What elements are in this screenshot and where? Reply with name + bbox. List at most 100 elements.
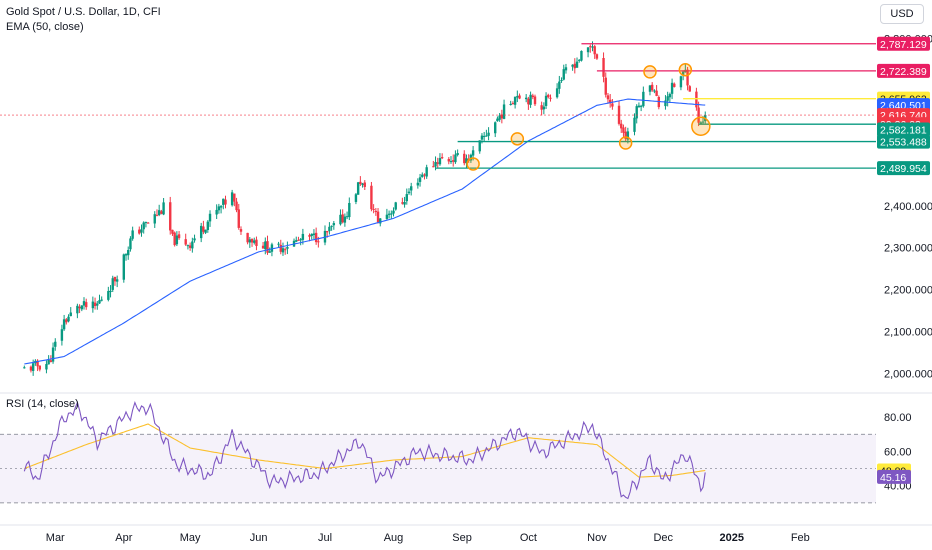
candle[interactable] <box>496 118 499 122</box>
candle[interactable] <box>310 233 313 236</box>
candle[interactable] <box>93 302 97 306</box>
candle[interactable] <box>558 81 561 89</box>
candle[interactable] <box>560 80 563 82</box>
candle[interactable] <box>85 302 88 308</box>
candle[interactable] <box>339 214 342 225</box>
candle[interactable] <box>171 229 174 234</box>
candle[interactable] <box>416 182 420 186</box>
candle[interactable] <box>436 162 439 164</box>
candle[interactable] <box>312 233 316 236</box>
candle[interactable] <box>511 103 515 105</box>
candle[interactable] <box>127 250 130 256</box>
candle[interactable] <box>65 319 68 323</box>
candle[interactable] <box>637 105 641 108</box>
candle[interactable] <box>144 222 148 224</box>
candle[interactable] <box>620 123 623 129</box>
candle[interactable] <box>410 186 413 191</box>
candle[interactable] <box>626 131 630 140</box>
candle[interactable] <box>230 192 234 206</box>
candle[interactable] <box>571 64 574 67</box>
candle[interactable] <box>655 90 658 97</box>
candle[interactable] <box>562 69 565 80</box>
candle[interactable] <box>115 279 119 282</box>
candle[interactable] <box>611 103 614 107</box>
candle[interactable] <box>648 85 652 92</box>
candle[interactable] <box>686 69 689 86</box>
candle[interactable] <box>248 239 252 243</box>
candle[interactable] <box>96 303 99 306</box>
candle[interactable] <box>586 47 590 53</box>
candle[interactable] <box>122 254 126 280</box>
candle[interactable] <box>36 360 39 367</box>
candle[interactable] <box>502 104 506 119</box>
candle[interactable] <box>549 97 552 99</box>
candle[interactable] <box>635 106 638 119</box>
candle[interactable] <box>54 341 57 347</box>
candle[interactable] <box>239 229 243 232</box>
candle[interactable] <box>452 160 455 162</box>
candle[interactable] <box>494 122 497 134</box>
candle[interactable] <box>330 225 333 227</box>
candle[interactable] <box>204 229 207 233</box>
candle[interactable] <box>407 191 411 194</box>
candle[interactable] <box>78 306 81 309</box>
candle[interactable] <box>390 213 393 215</box>
candle[interactable] <box>297 239 300 241</box>
candle[interactable] <box>392 210 395 214</box>
candle[interactable] <box>524 97 528 100</box>
candle[interactable] <box>633 117 636 132</box>
candle[interactable] <box>80 305 83 310</box>
candle[interactable] <box>325 231 329 233</box>
candle[interactable] <box>264 241 267 250</box>
candle[interactable] <box>370 185 373 210</box>
candle[interactable] <box>606 95 610 100</box>
candle[interactable] <box>518 95 521 99</box>
candle[interactable] <box>602 57 605 77</box>
candle[interactable] <box>387 213 391 215</box>
candle[interactable] <box>527 98 530 105</box>
candle[interactable] <box>529 94 532 105</box>
candle[interactable] <box>363 182 366 187</box>
candle[interactable] <box>547 94 550 98</box>
candle[interactable] <box>668 94 672 98</box>
candle[interactable] <box>465 158 468 164</box>
candle[interactable] <box>193 238 196 241</box>
candle[interactable] <box>617 105 621 124</box>
candle[interactable] <box>673 83 676 87</box>
candle[interactable] <box>191 241 194 249</box>
candle[interactable] <box>69 312 72 317</box>
candle[interactable] <box>516 96 519 98</box>
candle[interactable] <box>23 367 26 369</box>
candle[interactable] <box>624 131 627 140</box>
candle[interactable] <box>45 364 48 370</box>
candle[interactable] <box>202 226 205 232</box>
candle[interactable] <box>317 241 320 243</box>
candle[interactable] <box>688 86 691 92</box>
candle[interactable] <box>224 199 227 205</box>
candle[interactable] <box>573 63 577 69</box>
candle[interactable] <box>500 114 504 119</box>
candle[interactable] <box>113 277 117 282</box>
candle[interactable] <box>423 174 426 176</box>
candle[interactable] <box>129 238 132 250</box>
candle[interactable] <box>31 363 35 371</box>
candle[interactable] <box>513 96 517 105</box>
candle[interactable] <box>270 244 274 252</box>
candle[interactable] <box>160 211 163 214</box>
candle[interactable] <box>697 107 700 123</box>
candle[interactable] <box>438 158 442 165</box>
candle[interactable] <box>107 291 110 300</box>
candle[interactable] <box>578 59 581 61</box>
candle[interactable] <box>544 95 548 106</box>
candle[interactable] <box>509 103 512 105</box>
candle[interactable] <box>281 248 285 253</box>
candle[interactable] <box>268 251 271 253</box>
candle[interactable] <box>76 305 79 314</box>
candle[interactable] <box>403 202 406 205</box>
candle[interactable] <box>253 240 256 243</box>
candle[interactable] <box>533 96 537 105</box>
candle[interactable] <box>215 209 218 215</box>
candle[interactable] <box>604 77 607 95</box>
candle[interactable] <box>463 153 466 164</box>
